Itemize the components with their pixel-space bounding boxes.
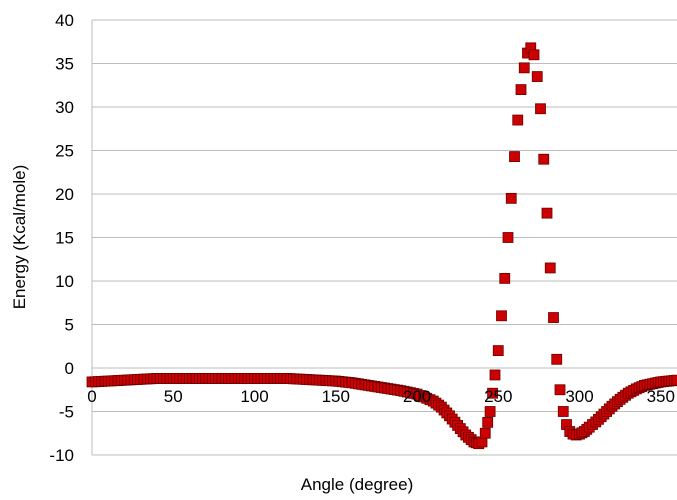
data-point — [492, 345, 504, 357]
y-axis-tick-labels: -10 -5 0 5 10 15 20 25 30 35 40 — [49, 11, 74, 465]
data-point — [531, 71, 543, 82]
x-tick-label: 200 — [403, 387, 431, 406]
data-point — [489, 369, 501, 381]
x-tick-label: 100 — [240, 387, 268, 406]
y-tick-label: 5 — [65, 316, 74, 335]
data-point — [541, 207, 553, 219]
data-point — [557, 406, 569, 417]
data-point — [538, 153, 550, 165]
y-tick-label: 20 — [55, 185, 74, 204]
x-tick-label: 0 — [87, 387, 96, 406]
x-axis-tick-labels: 0 50 100 150 200 250 300 350 — [87, 387, 675, 406]
data-point — [551, 353, 563, 365]
y-tick-label: 10 — [55, 272, 74, 291]
data-markers — [86, 42, 677, 450]
data-point — [512, 114, 524, 126]
x-tick-label: 50 — [164, 387, 183, 406]
y-tick-label: 30 — [55, 98, 74, 117]
y-tick-label: 35 — [55, 55, 74, 74]
data-point — [496, 310, 507, 322]
x-axis-title: Angle (degree) — [301, 475, 413, 494]
data-point — [515, 84, 527, 95]
y-tick-label: 25 — [55, 142, 74, 161]
y-tick-label: -10 — [49, 446, 74, 465]
data-point — [484, 406, 496, 417]
data-point — [518, 62, 530, 74]
data-point — [502, 232, 514, 243]
y-tick-label: 0 — [65, 359, 74, 378]
data-point — [548, 312, 559, 323]
data-point — [505, 192, 517, 204]
data-point — [554, 384, 566, 396]
data-point — [544, 262, 556, 274]
y-tick-label: 15 — [55, 229, 74, 248]
x-tick-label: 300 — [565, 387, 593, 406]
x-tick-label: 250 — [484, 387, 512, 406]
data-point — [482, 416, 494, 428]
data-point — [487, 387, 498, 399]
grid-lines — [91, 19, 677, 456]
data-point — [499, 272, 511, 284]
y-axis-title: Energy (Kcal/mole) — [10, 165, 29, 310]
y-tick-label: 40 — [55, 11, 74, 30]
data-point — [671, 374, 677, 386]
data-point — [509, 151, 520, 162]
x-tick-label: 150 — [322, 387, 350, 406]
x-tick-label: 350 — [647, 387, 675, 406]
data-point — [535, 103, 546, 115]
data-point — [479, 427, 491, 439]
data-point — [528, 49, 540, 61]
y-tick-label: -5 — [59, 403, 74, 422]
